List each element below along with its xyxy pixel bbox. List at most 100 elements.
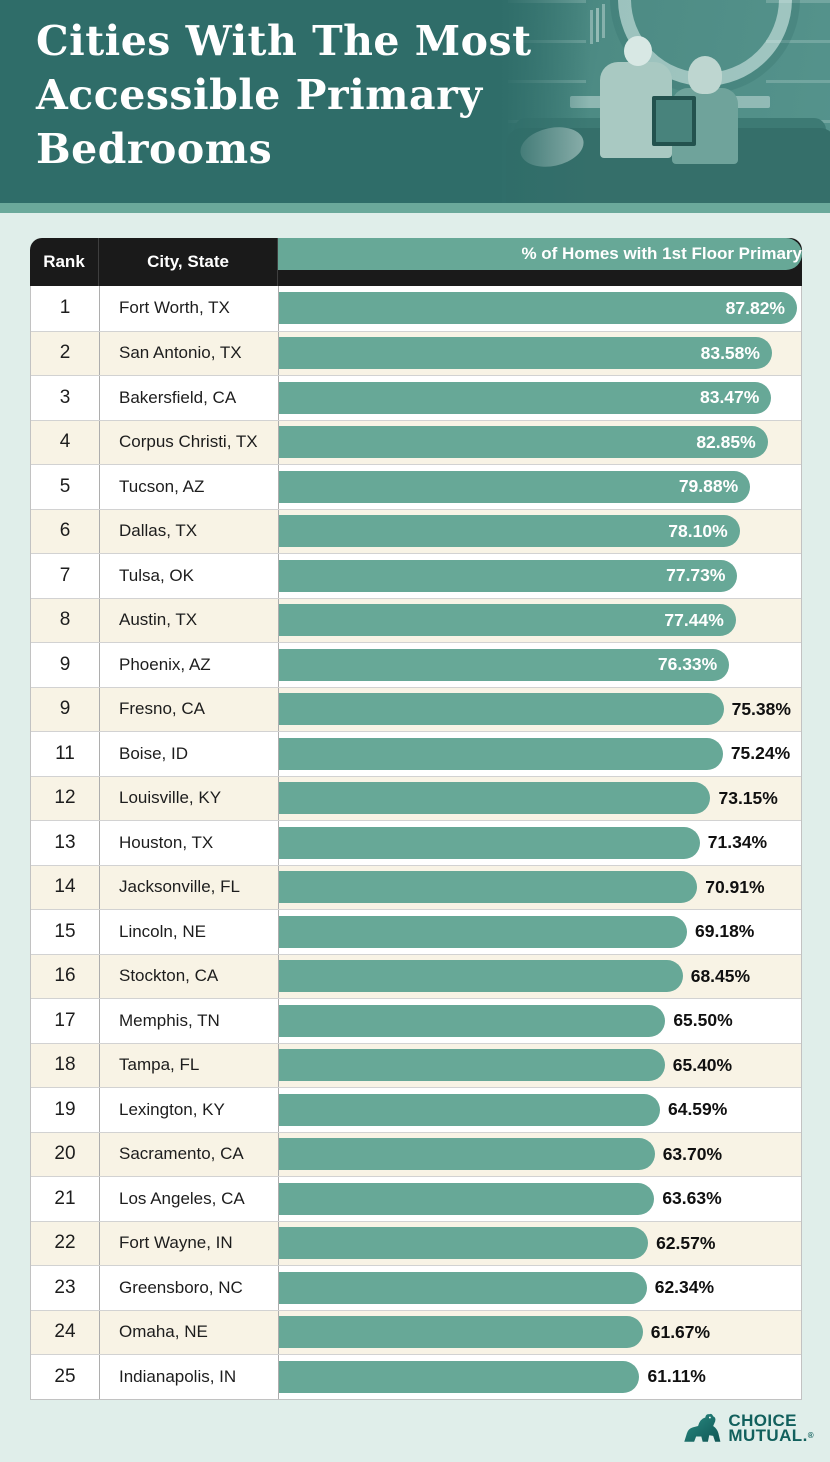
rank-cell: 19 [31, 1088, 100, 1132]
value-bar [279, 960, 683, 993]
city-cell: Austin, TX [100, 598, 279, 642]
rank-cell: 17 [31, 999, 100, 1043]
rank-cell: 12 [31, 776, 100, 820]
value-bar [279, 915, 688, 948]
brand-line-2: MUTUAL.® [728, 1426, 814, 1445]
bar-cell: 75.38% [279, 688, 801, 732]
value-label: 65.40% [672, 1054, 733, 1075]
value-bar: 77.73% [279, 559, 738, 592]
table-row: 12 Louisville, KY 73.15% [31, 775, 801, 820]
bar-cell: 77.44% [279, 599, 801, 643]
column-header-percent: % of Homes with 1st Floor Primary [278, 238, 802, 270]
page-title-line-2: Accessible Primary [36, 71, 483, 119]
value-bar: 83.58% [279, 337, 772, 370]
value-label: 64.59% [667, 1099, 728, 1120]
value-bar [279, 1093, 660, 1126]
table-row: 15 Lincoln, NE 69.18% [31, 909, 801, 954]
bar-cell: 63.70% [279, 1133, 801, 1177]
table-row: 7 Tulsa, OK 77.73% [31, 553, 801, 598]
value-label: 68.45% [690, 965, 751, 986]
city-cell: Fresno, CA [100, 687, 279, 731]
value-label: 65.50% [673, 1010, 733, 1031]
value-label: 77.73% [666, 565, 726, 586]
value-bar: 78.10% [279, 515, 740, 548]
value-label: 83.47% [699, 387, 760, 408]
plant-decor [596, 8, 599, 42]
choice-mutual-logo: CHOICE MUTUAL.® [681, 1411, 814, 1445]
bar-cell: 83.58% [279, 332, 801, 376]
ranking-table: Rank City, State % of Homes with 1st Flo… [30, 238, 802, 1400]
value-label: 63.63% [662, 1188, 722, 1209]
value-label: 73.15% [718, 787, 778, 808]
value-bar [279, 1360, 640, 1393]
value-label: 61.67% [650, 1321, 711, 1342]
rank-cell: 5 [31, 465, 100, 509]
rank-cell: 6 [31, 509, 100, 553]
city-cell: Jacksonville, FL [100, 865, 279, 909]
city-cell: Omaha, NE [100, 1310, 279, 1354]
value-bar: 76.33% [279, 648, 730, 681]
table-body: 1 Fort Worth, TX 87.82% 2 San Antonio, T… [30, 286, 802, 1400]
value-label: 61.11% [647, 1366, 706, 1387]
rank-cell: 11 [31, 732, 100, 776]
rank-cell: 2 [31, 331, 100, 375]
bar-cell: 70.91% [279, 866, 801, 910]
table-row: 1 Fort Worth, TX 87.82% [31, 286, 801, 331]
value-label: 78.10% [668, 520, 728, 541]
rank-cell: 3 [31, 376, 100, 420]
table-row: 2 San Antonio, TX 83.58% [31, 330, 801, 376]
value-bar: 79.88% [279, 470, 751, 503]
city-cell: Dallas, TX [100, 509, 279, 553]
picture-frame [652, 96, 696, 146]
value-bar [279, 782, 711, 815]
city-cell: Sacramento, CA [100, 1132, 279, 1176]
brand-line-1: CHOICE [728, 1411, 797, 1430]
rank-cell: 25 [31, 1355, 100, 1399]
rank-cell: 15 [31, 910, 100, 954]
table-header-row: Rank City, State % of Homes with 1st Flo… [30, 238, 802, 286]
value-bar [279, 1316, 643, 1349]
value-label: 62.57% [656, 1232, 716, 1253]
table-row: 14 Jacksonville, FL 70.91% [31, 864, 801, 910]
rank-cell: 14 [31, 865, 100, 909]
value-bar: 83.47% [279, 381, 772, 414]
value-label: 77.44% [664, 609, 724, 630]
bar-cell: 82.85% [279, 421, 801, 465]
page-title-line-1: Cities With The Most [36, 17, 532, 65]
table-row: 25 Indianapolis, IN 61.11% [31, 1354, 801, 1399]
value-label: 76.33% [657, 654, 718, 675]
value-label: 75.38% [731, 698, 791, 719]
city-cell: Los Angeles, CA [100, 1177, 279, 1221]
bar-cell: 65.50% [279, 999, 801, 1043]
city-cell: Corpus Christi, TX [100, 420, 279, 464]
registered-mark: ® [807, 1431, 814, 1440]
table-row: 23 Greensboro, NC 62.34% [31, 1265, 801, 1310]
table-row: 6 Dallas, TX 78.10% [31, 508, 801, 553]
rank-cell: 22 [31, 1221, 100, 1265]
value-label: 71.34% [707, 832, 768, 853]
rank-cell: 16 [31, 954, 100, 998]
rank-cell: 24 [31, 1310, 100, 1354]
table-row: 18 Tampa, FL 65.40% [31, 1042, 801, 1087]
bar-cell: 69.18% [279, 910, 801, 954]
value-label: 82.85% [696, 431, 756, 452]
hero-image [500, 0, 830, 203]
bar-cell: 68.45% [279, 955, 801, 999]
city-cell: Fort Wayne, IN [100, 1221, 279, 1265]
city-cell: Indianapolis, IN [100, 1355, 279, 1399]
rank-cell: 9 [31, 643, 100, 687]
table-row: 8 Austin, TX 77.44% [31, 597, 801, 643]
value-label: 83.58% [700, 342, 760, 363]
bar-cell: 63.63% [279, 1177, 801, 1221]
rank-cell: 21 [31, 1177, 100, 1221]
value-label: 62.34% [654, 1277, 715, 1298]
man-head [624, 36, 652, 66]
accent-strip [0, 203, 830, 213]
value-bar: 87.82% [279, 292, 797, 325]
table-row: 22 Fort Wayne, IN 62.57% [31, 1220, 801, 1265]
column-header-rank: Rank [30, 238, 99, 286]
rank-cell: 18 [31, 1043, 100, 1087]
city-cell: San Antonio, TX [100, 331, 279, 375]
bar-cell: 76.33% [279, 643, 801, 687]
bar-cell: 79.88% [279, 465, 801, 509]
